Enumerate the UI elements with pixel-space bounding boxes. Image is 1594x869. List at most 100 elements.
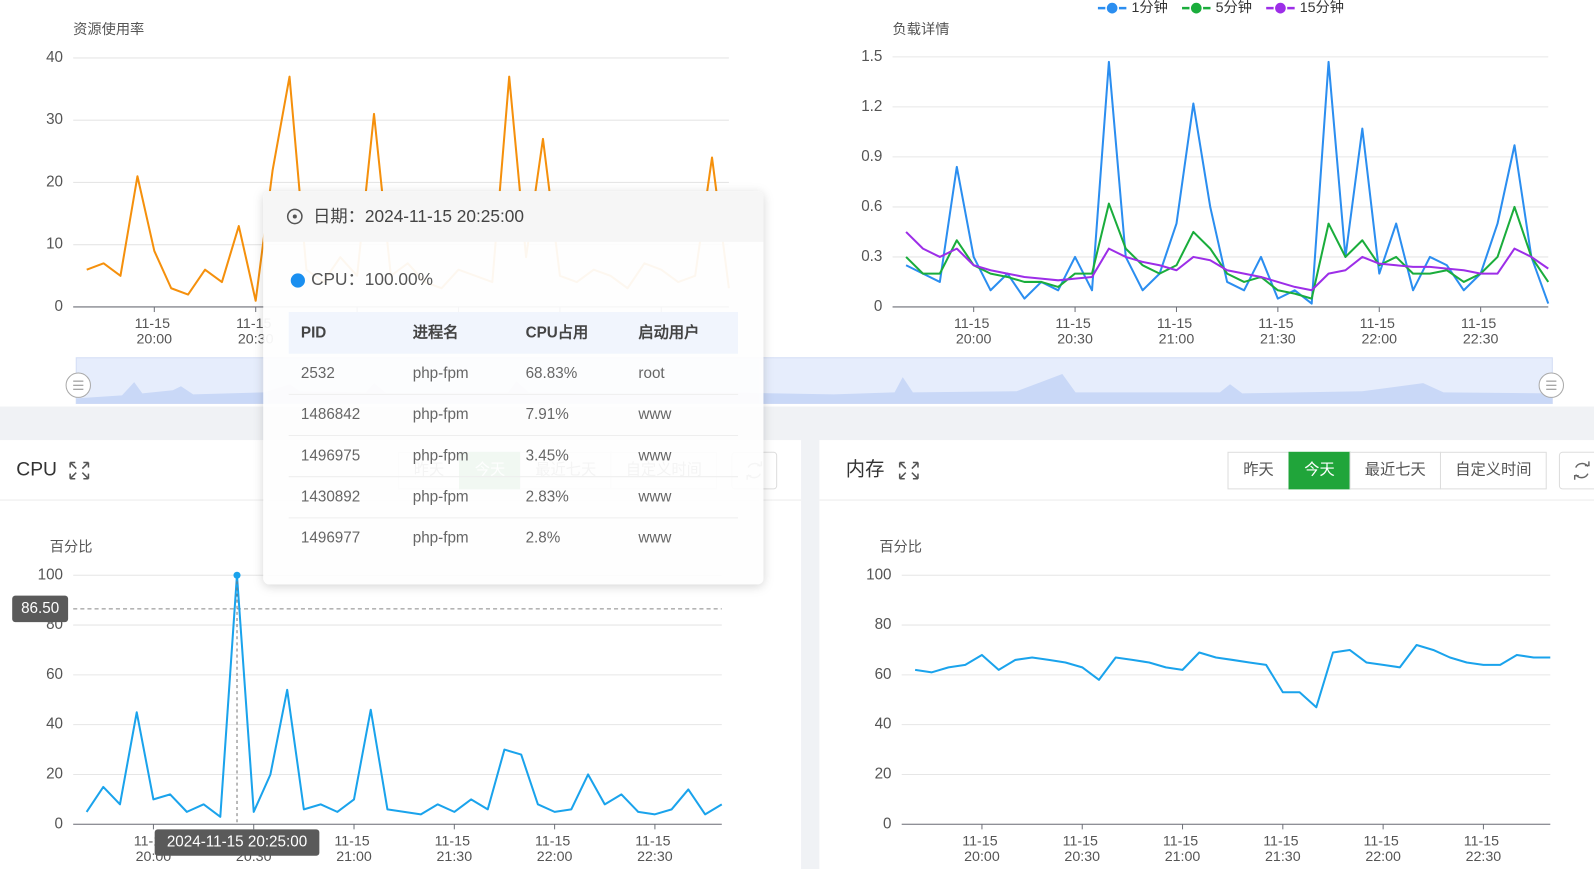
range-button-label: 自定义时间 [1455,462,1531,479]
y-tick-label: 20 [46,173,63,190]
series-line [905,231,1549,292]
clock-icon [286,208,303,225]
y-tick-label: 0 [874,298,882,315]
axis-name: 资源使用率 [73,21,144,38]
x-tick-label: 11-15 21:30 [435,833,474,864]
range-button[interactable] [1288,451,1351,490]
table-cell: 2.8% [526,530,561,547]
panel-title: CPU [16,460,57,481]
legend-dot [1273,1,1288,15]
table-header [288,312,739,354]
table-cell: php-fpm [413,406,469,423]
range-button-label: 最近七天 [1365,462,1426,479]
table-cell: php-fpm [413,489,469,506]
x-tick-label: 11-15 20:00 [135,316,174,347]
x-tick-label: 11-15 22:30 [1461,316,1500,347]
x-tick-label: 11-15 22:30 [1464,833,1503,864]
y-tick-label: 60 [875,666,892,683]
x-tick-label: 11-15 20:30 [1063,833,1102,864]
range-button[interactable] [1439,451,1547,490]
refresh-button[interactable] [1558,451,1594,490]
y-tick-label: 1.5 [861,48,882,65]
y-tick-label: 0 [55,815,63,832]
y-tick-label: 20 [875,766,892,783]
series-dot [290,273,305,288]
table-cell: www [637,447,672,464]
range-button-label: 今天 [1304,462,1334,479]
series-line [914,643,1551,709]
y-tick-label: 30 [46,111,63,128]
y-tick-label: 40 [46,49,63,66]
table-cell: 1496975 [301,447,360,464]
table-cell: 2532 [301,365,335,382]
range-button-label: 昨天 [1243,462,1273,479]
mark-line-label-bg [12,595,69,623]
axis-name: 百分比 [50,539,93,556]
y-tick-label: 10 [46,236,63,253]
axis-name: 百分比 [879,539,922,556]
zoom-handle[interactable] [1538,372,1565,398]
table-cell: 3.45% [526,447,569,464]
table-column-header: PID [301,324,326,341]
table-cell: 1496977 [301,530,360,547]
table-cell: 7.91% [526,406,569,423]
table-column-header: 进程名 [413,323,459,341]
x-tick-label: 11-15 20:00 [954,316,993,347]
expand-icon[interactable] [69,461,90,480]
legend-dot [1105,1,1120,15]
tooltip-series: CPU：100.00% [311,269,433,289]
x-tick-label: 11-15 22:00 [1363,833,1402,864]
panel-title: 内存 [846,459,885,481]
axis-pointer-label: 2024-11-15 20:25:00 [167,834,307,851]
table-cell: www [637,530,672,547]
series-line [85,574,723,818]
tooltip-title: 日期：2024-11-15 20:25:00 [313,206,524,226]
table-cell: 68.83% [526,365,578,382]
clock-icon [292,214,297,219]
table-column-header: CPU占用 [526,323,589,341]
legend-label: 5分钟 [1216,0,1252,16]
table-cell: 1486842 [301,406,360,423]
x-tick-label: 11-15 21:00 [1157,316,1196,347]
x-tick-label: 11-15 22:00 [1360,316,1399,347]
y-tick-label: 20 [46,766,63,783]
table-cell: 2.83% [526,489,569,506]
y-tick-label: 100 [866,566,891,583]
y-tick-label: 40 [875,716,892,733]
x-tick-label: 11-15 21:00 [1163,833,1202,864]
x-tick-label: 11-15 20:30 [1055,316,1094,347]
table-cell: www [637,406,672,423]
range-button[interactable] [1349,451,1442,490]
x-tick-label: 11-15 22:30 [635,833,674,864]
x-tick-label: 11-15 21:00 [334,833,373,864]
zoom-handle[interactable] [65,372,91,398]
mark-line-label: 86.50 [21,600,59,617]
x-tick-label: 11-15 22:00 [535,833,574,864]
table-cell: www [637,489,672,506]
y-tick-label: 80 [875,616,892,633]
tooltip: 日期：2024-11-15 20:25:00 CPU：100.00% PID 进程… [263,191,764,585]
tooltip-header [263,191,764,242]
y-tick-label: 0.9 [861,148,882,165]
legend-label: 1分钟 [1131,0,1167,16]
y-tick-label: 40 [46,716,63,733]
expand-icon[interactable] [898,461,919,480]
x-tick-label: 11-15 21:30 [1258,316,1297,347]
table-cell: root [638,365,665,382]
series-line [905,60,1550,305]
table-cell: 1430892 [301,489,360,506]
table-cell: php-fpm [413,530,469,547]
table-cell: php-fpm [413,447,469,464]
legend-dot [1189,1,1204,15]
y-tick-label: 1.2 [861,98,882,115]
y-tick-label: 0.6 [861,198,882,215]
y-tick-label: 60 [46,666,63,683]
y-tick-label: 0.3 [861,248,882,265]
legend-label: 15分钟 [1300,0,1344,16]
y-tick-label: 0 [883,815,891,832]
x-tick-label: 11-15 20:00 [962,833,1001,864]
table-column-header: 启动用户 [638,323,699,341]
y-tick-label: 0 [55,298,63,315]
x-tick-label: 11-15 21:30 [1263,833,1302,864]
